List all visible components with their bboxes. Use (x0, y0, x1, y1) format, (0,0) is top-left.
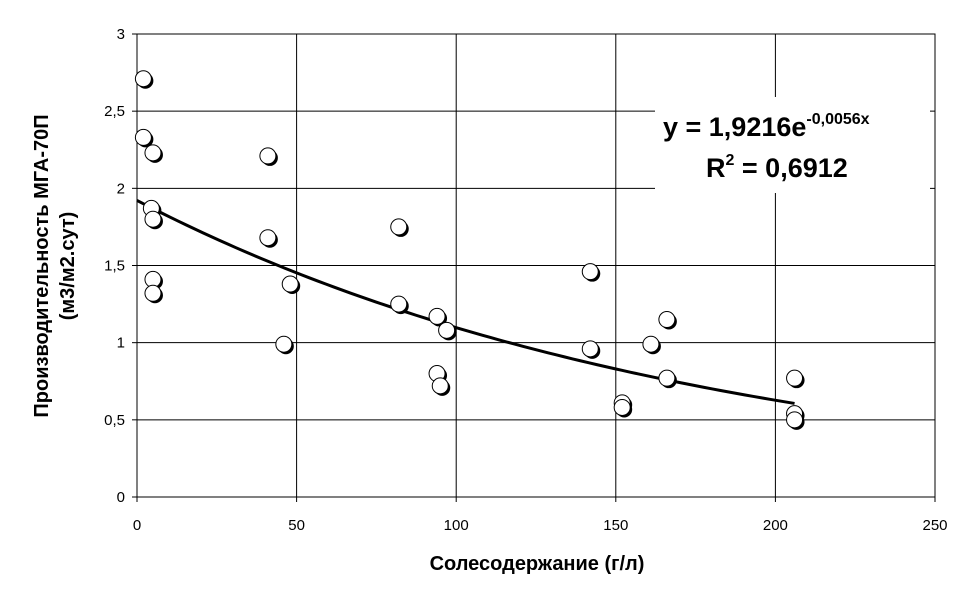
data-point-marker (642, 335, 660, 353)
y-axis-title-line1: Производительность МГА-70П (31, 114, 53, 417)
equation-box (655, 97, 930, 193)
data-point-marker (144, 210, 162, 228)
data-point (259, 229, 278, 248)
x-tick-label: 0 (133, 517, 141, 534)
data-point-marker (786, 369, 804, 387)
y-tick-label: 3 (117, 26, 125, 43)
data-point (390, 218, 409, 237)
data-point-marker (275, 335, 293, 353)
y-tick-label: 0,5 (104, 412, 125, 429)
data-point-marker (658, 369, 676, 387)
data-point (428, 307, 448, 327)
data-point-marker (431, 377, 449, 395)
x-axis-ticks: 0 50 100 150 200 250 (133, 497, 948, 534)
data-point-marker (786, 411, 804, 429)
data-point-marker (259, 147, 277, 165)
x-axis-title: Солесодержание (г/л) (430, 553, 645, 575)
data-point (658, 369, 677, 389)
trendline-equation: y = 1,9216e-0,0056x (663, 111, 870, 142)
y-axis-title-line2: (м3/м2.сут) (57, 212, 79, 321)
data-point (786, 411, 805, 430)
data-point (438, 321, 457, 341)
data-point-marker (438, 321, 456, 339)
data-point (613, 398, 633, 418)
data-point-marker (390, 295, 408, 313)
data-point (581, 263, 601, 282)
y-tick-label: 0 (117, 489, 125, 506)
trendline (136, 199, 795, 405)
data-point (259, 147, 278, 166)
data-point-marker (581, 263, 599, 281)
data-point (658, 311, 677, 330)
data-point (431, 377, 451, 396)
y-tick-label: 2,5 (104, 103, 125, 120)
data-point (642, 335, 661, 355)
data-point (390, 295, 409, 315)
data-point-marker (134, 70, 152, 88)
data-point-marker (581, 340, 599, 358)
x-tick-label: 100 (444, 517, 469, 534)
data-point (134, 128, 154, 148)
data-point (786, 369, 805, 389)
r-squared-label: R2 = 0,6912 (706, 152, 848, 183)
data-point (275, 335, 294, 355)
data-point (281, 275, 301, 295)
data-point (144, 144, 163, 163)
data-point-marker (390, 218, 408, 236)
data-point-marker (259, 229, 277, 247)
data-point (581, 340, 601, 359)
y-tick-label: 1 (117, 335, 125, 352)
data-point-marker (613, 398, 631, 416)
data-point-marker (428, 307, 446, 325)
y-tick-label: 1,5 (104, 258, 125, 275)
x-tick-label: 150 (603, 517, 628, 534)
data-point-marker (281, 275, 299, 293)
data-point (144, 284, 163, 304)
x-tick-label: 250 (922, 517, 947, 534)
data-point-marker (144, 284, 162, 302)
data-points (134, 70, 805, 430)
y-axis-ticks: 0 0,5 1 1,5 2 2,5 3 (104, 26, 137, 506)
data-point (144, 210, 163, 230)
y-tick-label: 2 (117, 180, 125, 197)
data-point-marker (134, 128, 152, 146)
x-tick-label: 50 (288, 517, 305, 534)
x-tick-label: 200 (763, 517, 788, 534)
data-point-marker (658, 311, 676, 329)
data-point-marker (144, 144, 162, 162)
data-point (134, 70, 154, 89)
